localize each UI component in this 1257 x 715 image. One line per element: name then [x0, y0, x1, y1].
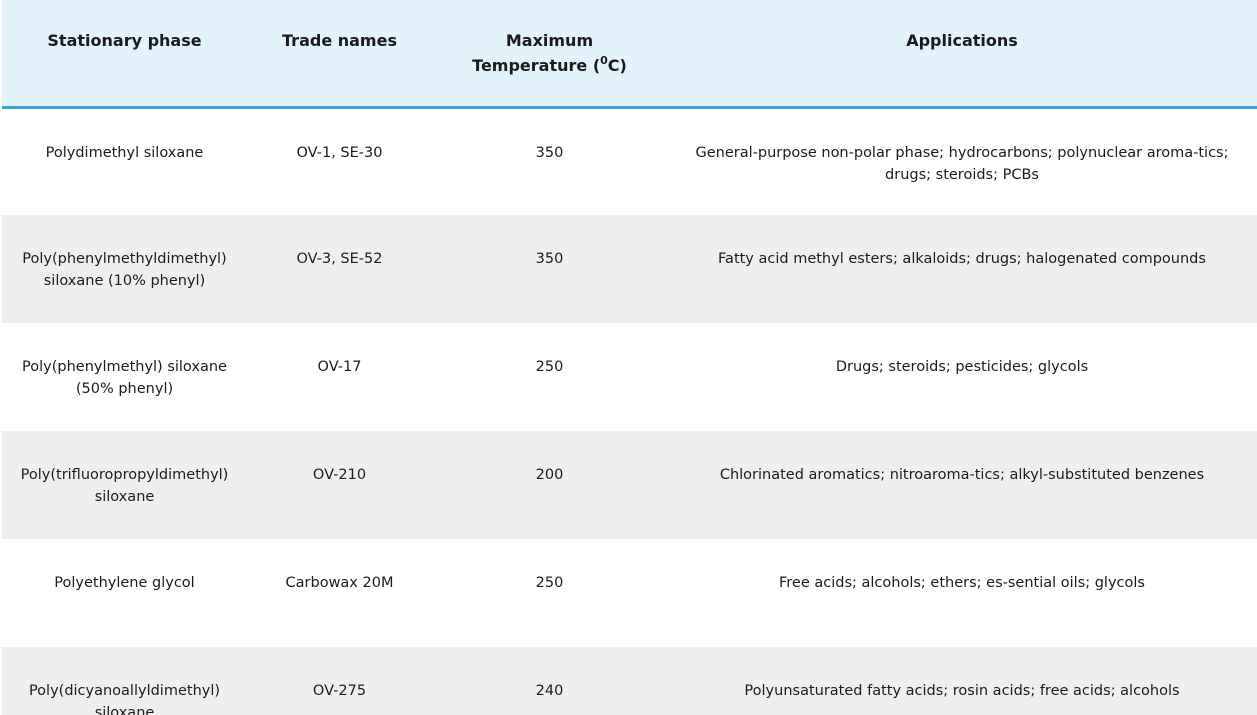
table-row: Polydimethyl siloxane OV-1, SE-30 350 Ge… [2, 107, 1257, 215]
cell-stationary-phase: Poly(dicyanoallyldimethyl) siloxane [28, 683, 221, 715]
header-stationary-phase: Stationary phase [2, 0, 247, 109]
header-max-temperature-line1: Maximum [505, 31, 594, 50]
table-row: Poly(phenylmethyldimethyl) siloxane (10%… [2, 215, 1257, 323]
cell-trade-names: OV-210 [312, 467, 367, 483]
cell-applications: Drugs; steroids; pesticides; glycols [835, 359, 1089, 375]
header-max-temperature-superscript: 0 [600, 53, 608, 67]
cell-applications: Free acids; alcohols; ethers; es-sential… [779, 575, 1145, 591]
header-row: Stationary phase Trade names Maximum Tem… [2, 0, 1257, 109]
header-applications: Applications [667, 0, 1257, 109]
cell-trade-names: OV-17 [317, 359, 362, 375]
cell-stationary-phase: Polydimethyl siloxane [45, 144, 204, 161]
table-row: Polyethylene glycol Carbowax 20M 250 Fre… [2, 539, 1257, 647]
cell-stationary-phase: Poly(phenylmethyl) siloxane (50% phenyl) [22, 359, 227, 397]
table-body: Polydimethyl siloxane OV-1, SE-30 350 Ge… [2, 107, 1257, 715]
table-row: Poly(phenylmethyl) siloxane (50% phenyl)… [2, 323, 1257, 431]
cell-max-temperature: 250 [535, 575, 564, 591]
cell-applications: General-purpose non-polar phase; hydroca… [695, 144, 1229, 183]
cell-max-temperature: 250 [535, 359, 564, 375]
cell-stationary-phase: Polyethylene glycol [54, 575, 195, 591]
cell-trade-names: OV-3, SE-52 [296, 251, 383, 267]
cell-max-temperature: 350 [535, 144, 564, 161]
table-row: Poly(trifluoropropyldimethyl) siloxane O… [2, 431, 1257, 539]
table-row: Poly(dicyanoallyldimethyl) siloxane OV-2… [2, 647, 1257, 715]
header-max-temperature-prefix: Temperature ( [472, 56, 601, 75]
header-max-temperature: Maximum Temperature (0C) [432, 0, 667, 109]
cell-max-temperature: 200 [535, 467, 564, 483]
cell-max-temperature: 350 [535, 251, 564, 267]
cell-trade-names: Carbowax 20M [285, 575, 394, 591]
cell-stationary-phase: Poly(trifluoropropyldimethyl) siloxane [20, 467, 229, 505]
cell-applications: Chlorinated aromatics; nitroaroma-tics; … [719, 467, 1205, 483]
cell-trade-names: OV-275 [312, 683, 367, 699]
cell-applications: Fatty acid methyl esters; alkaloids; dru… [718, 251, 1206, 267]
cell-max-temperature: 240 [535, 683, 564, 699]
header-trade-names: Trade names [247, 0, 432, 109]
cell-applications: Polyunsaturated fatty acids; rosin acids… [744, 683, 1180, 699]
header-max-temperature-suffix: C) [607, 56, 627, 75]
table-header: Stationary phase Trade names Maximum Tem… [2, 0, 1257, 109]
cell-stationary-phase: Poly(phenylmethyldimethyl) siloxane (10%… [22, 251, 227, 289]
cell-trade-names: OV-1, SE-30 [296, 144, 383, 161]
